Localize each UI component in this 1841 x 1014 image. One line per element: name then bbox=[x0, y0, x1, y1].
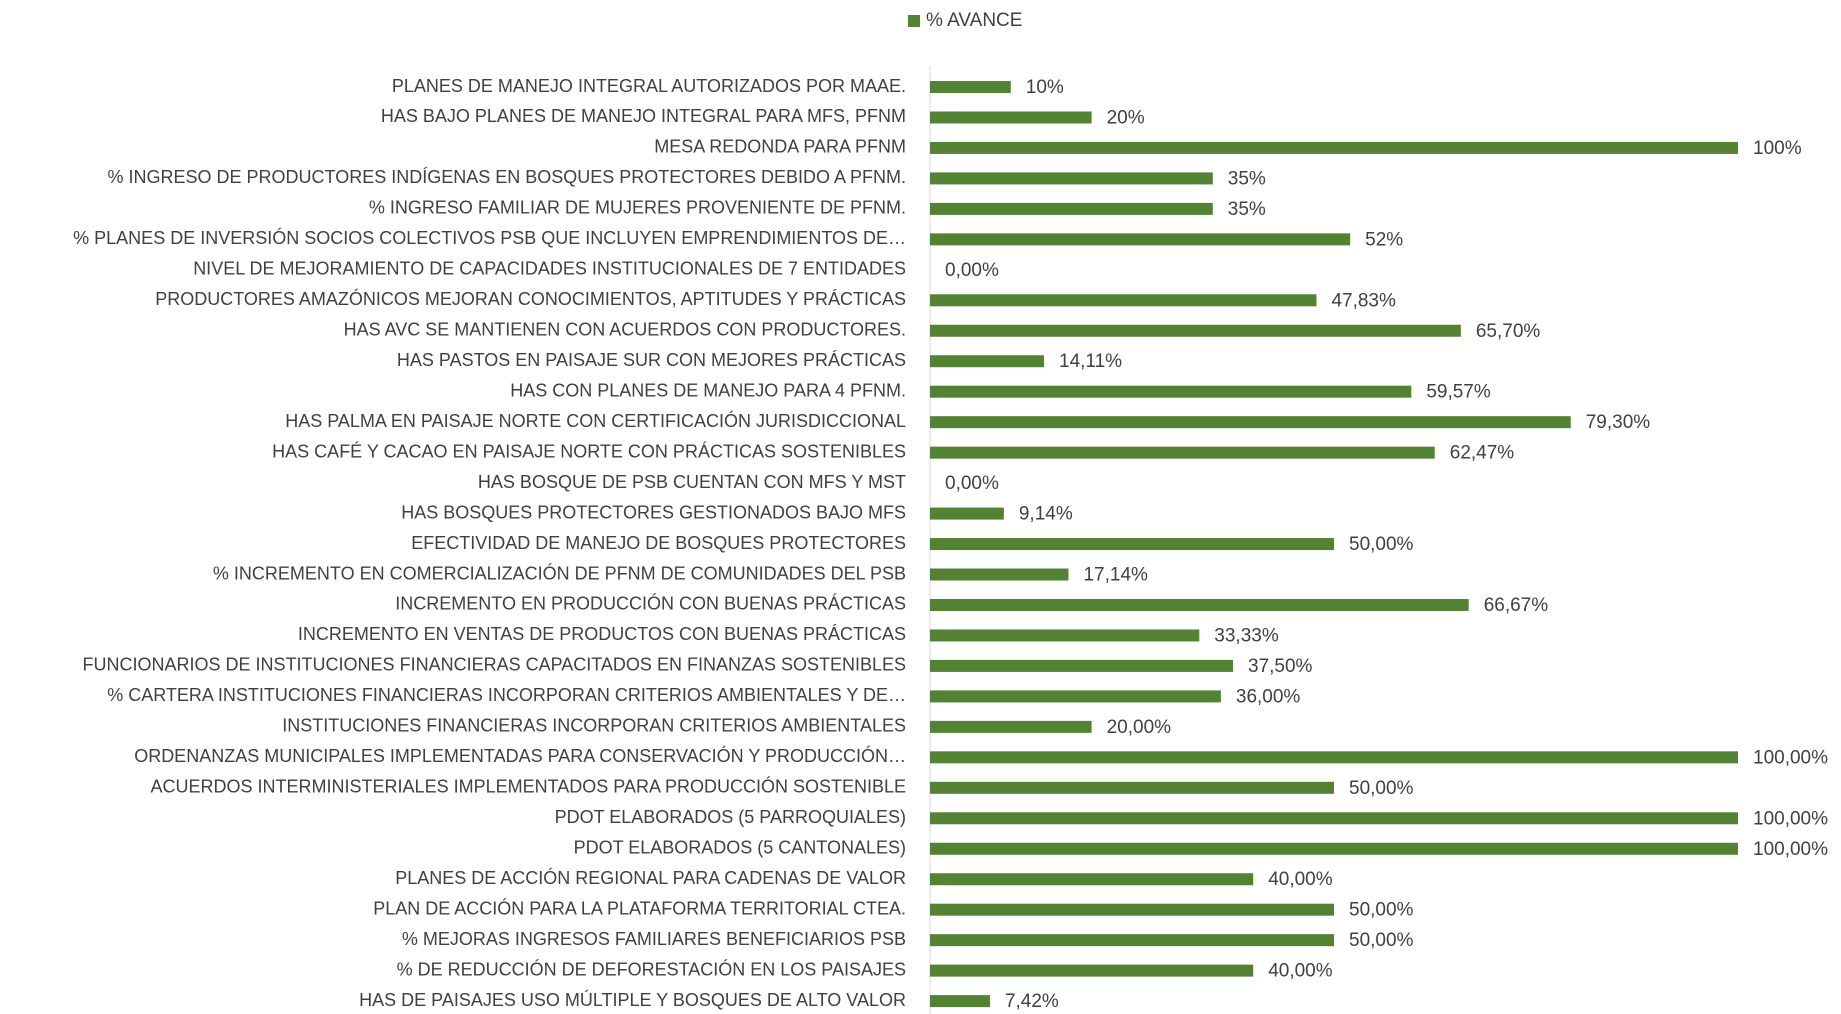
value-label: 20% bbox=[1107, 107, 1145, 128]
value-label: 36,00% bbox=[1236, 686, 1301, 707]
bar bbox=[930, 355, 1045, 368]
legend-label: % AVANCE bbox=[926, 10, 1022, 31]
value-label: 62,47% bbox=[1450, 443, 1515, 464]
value-label: 52% bbox=[1365, 229, 1403, 250]
category-label: PDOT ELABORADOS (5 PARROQUIALES) bbox=[555, 807, 906, 827]
bar bbox=[930, 416, 1571, 429]
value-label: 50,00% bbox=[1349, 930, 1414, 951]
bar bbox=[930, 964, 1254, 977]
value-label: 0,00% bbox=[945, 260, 999, 281]
value-label: 50,00% bbox=[1349, 778, 1414, 799]
category-label: MESA REDONDA PARA PFNM bbox=[654, 137, 906, 157]
bar bbox=[930, 842, 1738, 855]
value-label: 37,50% bbox=[1248, 656, 1313, 677]
value-label: 17,14% bbox=[1083, 565, 1148, 586]
value-label: 40,00% bbox=[1268, 869, 1333, 890]
value-label: 50,00% bbox=[1349, 900, 1414, 921]
bar bbox=[930, 903, 1334, 916]
bar bbox=[930, 446, 1435, 459]
value-label: 59,57% bbox=[1426, 382, 1491, 403]
category-label: HAS CON PLANES DE MANEJO PARA 4 PFNM. bbox=[510, 380, 906, 400]
value-label: 35% bbox=[1228, 199, 1266, 220]
bar bbox=[930, 324, 1461, 337]
bar bbox=[930, 598, 1469, 611]
legend-swatch bbox=[908, 15, 920, 27]
category-label: % INGRESO DE PRODUCTORES INDÍGENAS EN BO… bbox=[108, 167, 906, 187]
value-label: 7,42% bbox=[1005, 991, 1059, 1012]
category-label: HAS CAFÉ Y CACAO EN PAISAJE NORTE CON PR… bbox=[272, 441, 906, 461]
bar bbox=[930, 629, 1200, 642]
bar bbox=[930, 568, 1069, 581]
category-label: % MEJORAS INGRESOS FAMILIARES BENEFICIAR… bbox=[402, 929, 906, 949]
category-label: PLAN DE ACCIÓN PARA LA PLATAFORMA TERRIT… bbox=[373, 897, 906, 918]
category-label: NIVEL DE MEJORAMIENTO DE CAPACIDADES INS… bbox=[193, 259, 906, 279]
category-label: HAS BAJO PLANES DE MANEJO INTEGRAL PARA … bbox=[381, 106, 906, 126]
bar bbox=[930, 202, 1213, 215]
value-label: 66,67% bbox=[1484, 595, 1549, 616]
category-label: % DE REDUCCIÓN DE DEFORESTACIÓN EN LOS P… bbox=[397, 958, 906, 979]
bar bbox=[930, 233, 1351, 246]
value-label: 14,11% bbox=[1059, 351, 1122, 372]
category-label: HAS BOSQUE DE PSB CUENTAN CON MFS Y MST bbox=[478, 472, 906, 492]
bar bbox=[930, 507, 1004, 520]
bar bbox=[930, 812, 1738, 825]
bar bbox=[930, 873, 1254, 886]
value-label: 100,00% bbox=[1753, 808, 1828, 829]
category-label: HAS DE PAISAJES USO MÚLTIPLE Y BOSQUES D… bbox=[359, 989, 906, 1010]
bar bbox=[930, 781, 1334, 794]
category-label: PDOT ELABORADOS (5 CANTONALES) bbox=[574, 838, 906, 858]
category-label: HAS BOSQUES PROTECTORES GESTIONADOS BAJO… bbox=[401, 502, 906, 522]
category-label: FUNCIONARIOS DE INSTITUCIONES FINANCIERA… bbox=[83, 655, 906, 675]
value-label: 100% bbox=[1753, 138, 1802, 159]
bar bbox=[930, 172, 1213, 185]
category-label: INCREMENTO EN VENTAS DE PRODUCTOS CON BU… bbox=[298, 624, 906, 644]
category-label: ACUERDOS INTERMINISTERIALES IMPLEMENTADO… bbox=[151, 776, 906, 797]
bar bbox=[930, 294, 1317, 307]
value-label: 79,30% bbox=[1586, 412, 1651, 433]
bar bbox=[930, 385, 1412, 398]
bar bbox=[930, 751, 1738, 764]
category-label: HAS PASTOS EN PAISAJE SUR CON MEJORES PR… bbox=[397, 350, 906, 370]
bar bbox=[930, 995, 990, 1008]
bar bbox=[930, 934, 1334, 947]
value-label: 50,00% bbox=[1349, 534, 1414, 555]
category-label: PRODUCTORES AMAZÓNICOS MEJORAN CONOCIMIE… bbox=[155, 288, 906, 309]
value-label: 9,14% bbox=[1019, 504, 1073, 525]
bar bbox=[930, 538, 1334, 551]
value-label: 100,00% bbox=[1753, 747, 1828, 768]
bar bbox=[930, 81, 1011, 93]
bar bbox=[930, 659, 1233, 672]
value-label: 0,00% bbox=[945, 473, 999, 494]
bar bbox=[930, 111, 1092, 124]
value-label: 35% bbox=[1228, 168, 1266, 189]
value-label: 20,00% bbox=[1107, 717, 1172, 738]
category-label: % INGRESO FAMILIAR DE MUJERES PROVENIENT… bbox=[369, 198, 906, 218]
category-label: INCREMENTO EN PRODUCCIÓN CON BUENAS PRÁC… bbox=[395, 593, 906, 614]
value-label: 10% bbox=[1026, 77, 1064, 98]
category-label: PLANES DE ACCIÓN REGIONAL PARA CADENAS D… bbox=[395, 867, 906, 888]
bar bbox=[930, 690, 1221, 703]
bar bbox=[930, 141, 1738, 154]
category-label: HAS AVC SE MANTIENEN CON ACUERDOS CON PR… bbox=[344, 320, 906, 340]
value-label: 100,00% bbox=[1753, 839, 1828, 860]
category-label: INSTITUCIONES FINANCIERAS INCORPORAN CRI… bbox=[282, 716, 906, 736]
category-label: PLANES DE MANEJO INTEGRAL AUTORIZADOS PO… bbox=[392, 76, 906, 96]
category-label: % INCREMENTO EN COMERCIALIZACIÓN DE PFNM… bbox=[213, 562, 906, 583]
category-label: ORDENANZAS MUNICIPALES IMPLEMENTADAS PAR… bbox=[134, 745, 906, 766]
value-label: 40,00% bbox=[1268, 961, 1333, 982]
value-label: 33,33% bbox=[1214, 625, 1279, 646]
bar bbox=[930, 720, 1092, 733]
category-label: HAS PALMA EN PAISAJE NORTE CON CERTIFICA… bbox=[285, 410, 906, 431]
value-label: 47,83% bbox=[1331, 290, 1396, 311]
category-label: % PLANES DE INVERSIÓN SOCIOS COLECTIVOS … bbox=[73, 227, 906, 248]
value-label: 65,70% bbox=[1476, 321, 1541, 342]
category-label: EFECTIVIDAD DE MANEJO DE BOSQUES PROTECT… bbox=[411, 533, 906, 553]
category-label: % CARTERA INSTITUCIONES FINANCIERAS INCO… bbox=[107, 685, 906, 705]
